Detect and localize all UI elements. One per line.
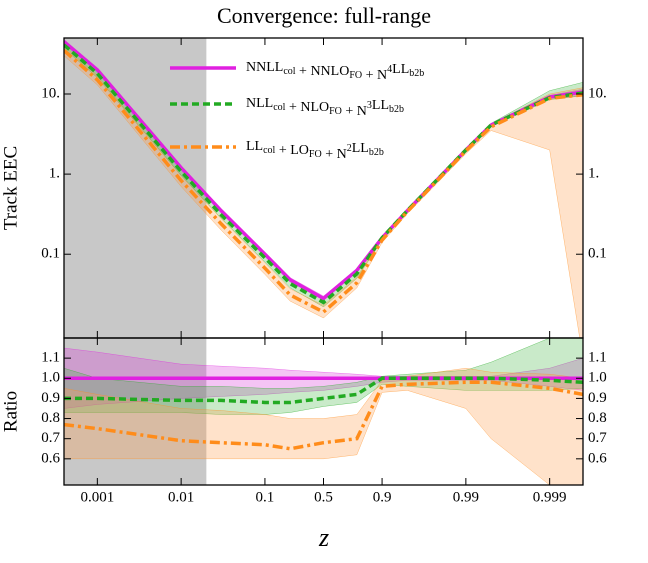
x-tick-label: 0.001 xyxy=(80,489,114,505)
x-tick-label: 0.01 xyxy=(168,489,194,505)
y-tick-label: 1.1 xyxy=(41,350,60,366)
x-axis-label: z xyxy=(318,523,329,552)
legend-label-part: FO xyxy=(329,106,342,117)
legend-label-part: + N xyxy=(362,68,387,83)
y-tick-label-right: 0.8 xyxy=(588,410,607,426)
x-tick-label: 0.99 xyxy=(453,489,479,505)
y-axis-label: Track EEC xyxy=(0,146,21,230)
y-tick-label-right: 1. xyxy=(588,166,599,182)
legend-label-part: b2b xyxy=(389,104,404,115)
legend-label-part: FO xyxy=(349,70,362,81)
legend-label-part: NLL xyxy=(246,96,273,111)
y-tick-label-right: 1.0 xyxy=(588,370,607,386)
legend-label-part: col xyxy=(273,102,285,113)
y-tick-label: 10. xyxy=(41,85,60,101)
legend-label-part: b2b xyxy=(409,68,424,79)
x-tick-label: 0.1 xyxy=(256,489,275,505)
y-tick-label-right: 10. xyxy=(588,85,607,101)
legend-label-part: 2 xyxy=(347,143,352,154)
y-tick-label: 0.7 xyxy=(41,430,60,446)
y-tick-label: 1.0 xyxy=(41,370,60,386)
uncertainty-band xyxy=(64,367,583,485)
uncertainty-band xyxy=(64,45,583,338)
legend-label-part: + NNLO xyxy=(296,64,350,79)
y-axis-label: Ratio xyxy=(0,391,21,432)
series-line xyxy=(64,49,583,315)
y-tick-label: 1. xyxy=(49,166,60,182)
series-line xyxy=(64,376,583,405)
y-tick-label: 0.6 xyxy=(41,450,60,466)
legend-label: NLLcol + NLOFO + N3LLb2b xyxy=(246,96,404,119)
uncertainty-band xyxy=(64,338,583,415)
plot-area xyxy=(64,338,583,485)
x-tick-label: 0.999 xyxy=(533,489,567,505)
y-tick-label-right: 0.1 xyxy=(588,246,607,262)
legend-label: NNLLcol + NNLOFO + N4LLb2b xyxy=(246,60,424,83)
legend-label-part: + N xyxy=(342,104,367,119)
legend-label-part: col xyxy=(283,66,295,77)
legend-label-part: 4 xyxy=(387,64,392,75)
y-tick-label: 0.9 xyxy=(41,390,60,406)
y-tick-label-right: 0.7 xyxy=(588,430,607,446)
legend-label: LLcol + LOFO + N2LLb2b xyxy=(246,139,384,162)
legend-label-part: FO xyxy=(309,149,322,160)
x-tick-label: 0.5 xyxy=(314,489,333,505)
legend-label-part: + NLO xyxy=(285,100,329,115)
legend-label-part: + LO xyxy=(275,143,309,158)
legend-label-part: NNLL xyxy=(246,60,283,75)
y-tick-label-right: 1.1 xyxy=(588,350,607,366)
legend-label-part: LL xyxy=(392,62,409,77)
legend-label-part: col xyxy=(263,145,275,156)
legend-label-part: LL xyxy=(246,139,263,154)
series-line xyxy=(64,380,583,451)
y-tick-label: 0.1 xyxy=(41,246,60,262)
legend-label-part: 3 xyxy=(367,100,372,111)
legend-label-part: b2b xyxy=(369,147,384,158)
y-tick-label-right: 0.6 xyxy=(588,450,607,466)
chart-title: Convergence: full-range xyxy=(217,3,431,28)
shaded-region xyxy=(64,338,207,485)
y-tick-label-right: 0.9 xyxy=(588,390,607,406)
plot-area xyxy=(64,39,583,338)
legend-label-part: LL xyxy=(352,141,369,156)
legend-label-part: + N xyxy=(322,147,347,162)
legend-label-part: LL xyxy=(372,98,389,113)
x-tick-label: 0.9 xyxy=(373,489,392,505)
y-tick-label: 0.8 xyxy=(41,410,60,426)
